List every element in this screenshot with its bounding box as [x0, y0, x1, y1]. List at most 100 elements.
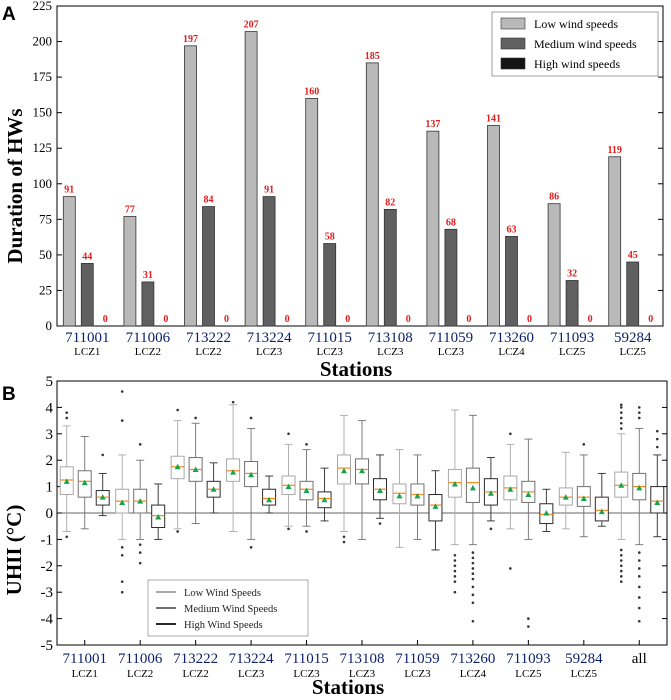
chart-b-mean-marker [155, 513, 162, 520]
chart-b-outlier [619, 575, 623, 578]
chart-b-outlier [65, 411, 69, 414]
chart-b-lcz-label: LCZ5 [515, 668, 542, 680]
chart-b-mean-marker [341, 467, 347, 474]
chart-b-outlier [655, 429, 659, 433]
chart-b-mean-marker [99, 494, 106, 500]
chart-b-lcz-label: LCZ4 [460, 668, 487, 680]
chart-b-outlier [65, 416, 69, 420]
chart-a-ytick-label: 100 [33, 176, 53, 191]
chart-b-mean-marker [266, 496, 273, 503]
chart-a-bar [244, 31, 258, 327]
chart-b-outlier [619, 427, 623, 430]
chart-b-mean-marker [469, 484, 476, 491]
chart-a-bar [323, 243, 337, 327]
chart-a-lcz-label: LCZ5 [559, 346, 586, 358]
chart-b-ytick-label: -1 [41, 532, 54, 548]
chart-b-mean-marker [618, 482, 625, 488]
chart-b-outlier [637, 406, 641, 409]
chart-a-bar [444, 228, 458, 327]
chart-a-xtick-label: 713108 [368, 330, 413, 346]
chart-b-outlier [305, 530, 308, 533]
chart-b-xtick-label: 711006 [118, 651, 163, 667]
chart-b-mean-marker [137, 498, 144, 504]
chart-b-outlier [637, 585, 641, 589]
chart-a-data-label: 44 [82, 251, 92, 262]
chart-b-outlier [138, 543, 142, 546]
chart-b-xtick-label: 713260 [450, 651, 495, 667]
chart-a-xtick-label: 711001 [65, 330, 109, 346]
chart-a-xlabel: Stations [320, 357, 392, 381]
chart-b-outlier [138, 551, 142, 554]
chart-a-data-label: 84 [204, 195, 214, 206]
chart-b-outlier [527, 617, 530, 620]
chart-a-lcz-label: LCZ3 [438, 346, 465, 358]
chart-b-outlier [637, 606, 641, 610]
chart-b-mean-marker [230, 469, 237, 475]
chart-b-outlier [619, 559, 623, 562]
chart-b-mean-marker [192, 466, 199, 472]
chart-a-ytick-label: 200 [33, 34, 53, 49]
chart-a-bar [184, 45, 197, 327]
chart-a-data-label: 137 [425, 119, 440, 130]
chart-a-data-label: 32 [567, 268, 577, 279]
chart-a-bar [62, 196, 76, 327]
chart-b-outlier [120, 419, 124, 422]
chart-b-lcz-label: LCZ5 [571, 668, 598, 680]
chart-a-data-label: 0 [527, 314, 532, 325]
chart-b-outlier [176, 408, 179, 412]
chart-b-legend-label: Low Wind Speeds [184, 588, 261, 599]
chart-b-outlier [249, 546, 253, 549]
chart-b-outlier [637, 567, 641, 570]
chart-b-mean-marker [248, 471, 255, 478]
chart-b-outlier [637, 411, 641, 414]
chart-b-ytick-label: -5 [41, 638, 54, 654]
chart-a-ytick-label: 75 [39, 211, 52, 226]
chart-b-outlier [527, 625, 530, 628]
chart-b-mean-marker [636, 484, 643, 491]
chart-b-outlier [120, 390, 124, 393]
chart-b-outlier [471, 572, 475, 576]
chart-b-mean-marker [525, 491, 532, 498]
chart-b-mean-marker [580, 495, 587, 501]
chart-b-outlier [471, 619, 475, 623]
chart-b-outlier [101, 453, 105, 457]
chart-a-xtick-label: 711006 [126, 330, 171, 346]
chart-b-outlier [176, 530, 179, 533]
chart-b-outlier [471, 551, 475, 554]
chart-a-bar [547, 203, 561, 327]
chart-a-bar [565, 280, 579, 327]
chart-a-data-label: 0 [466, 314, 471, 325]
chart-a-data-label: 63 [507, 224, 517, 235]
chart-b-outlier [453, 569, 457, 573]
chart-a-bar [80, 263, 94, 327]
chart-b-mean-marker [654, 499, 661, 505]
chart-b-outlier [453, 575, 457, 578]
chart-b-mean-marker [285, 483, 292, 490]
chart-a-bar [141, 281, 155, 327]
panel-b-label: B [2, 384, 16, 405]
chart-b-ytick-label: 2 [46, 453, 54, 469]
chart-b-outlier [637, 619, 641, 623]
chart-a-data-label: 0 [285, 314, 290, 325]
chart-b-outlier [619, 411, 623, 414]
chart-b-ytick-label: 4 [46, 400, 54, 416]
chart-a-ytick-label: 0 [46, 318, 53, 333]
chart-a-lcz-label: LCZ2 [195, 346, 221, 358]
chart-b-ytick-label: -3 [41, 585, 54, 601]
chart-a-legend-label: High wind speeds [534, 57, 620, 71]
chart-b-outlier [471, 577, 475, 581]
chart-b-outlier [619, 553, 623, 557]
chart-b-outlier [471, 567, 475, 570]
chart-b-ytick-label: 3 [46, 427, 54, 443]
chart-a-legend-label: Medium wind speeds [534, 37, 637, 51]
chart-b-xtick-label: 711059 [395, 651, 439, 667]
chart-a-data-label: 45 [628, 250, 638, 261]
chart-b-ytick-label: -4 [41, 612, 54, 628]
chart-b-outlier [453, 564, 457, 568]
chart-b-outlier [619, 564, 623, 568]
chart-b-mean-marker [598, 508, 605, 515]
chart-b-ytick-label: 0 [46, 506, 54, 522]
chart-a-ytick-label: 150 [33, 105, 53, 120]
chart-a-lcz-label: LCZ3 [317, 346, 344, 358]
chart-a-frame [56, 5, 664, 327]
